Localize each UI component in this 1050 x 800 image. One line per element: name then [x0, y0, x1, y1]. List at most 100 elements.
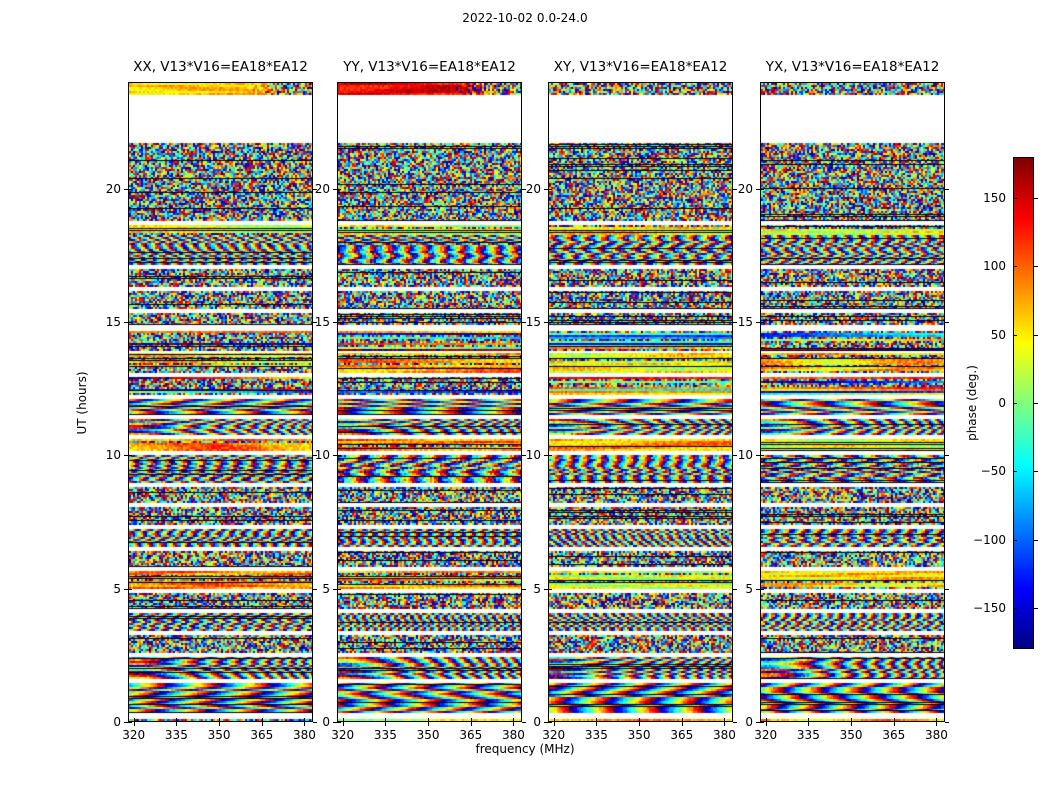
y-tick-mark-right	[733, 455, 737, 457]
y-tick-label: 20	[314, 181, 330, 196]
x-tick-mark	[936, 722, 938, 726]
y-tick-mark-inner	[548, 455, 552, 457]
panel-xy[interactable]: XY, V13*V16=EA18*EA12 0 5 10 15 20 320 335 350 3…	[526, 59, 737, 742]
y-tick-mark	[333, 455, 337, 457]
y-tick-label: 5	[322, 581, 330, 596]
panel-xx[interactable]: XX, V13*V16=EA18*EA12 0 5 10 15 20 320 335 350 3…	[106, 59, 317, 742]
x-tick-label: 380	[925, 728, 948, 742]
colorbar[interactable]: −150 −100 −50 0 50 100 150	[973, 157, 1038, 649]
x-tick-mark-inner	[385, 718, 387, 722]
y-tick-mark-inner	[128, 188, 132, 190]
y-tick-mark-right	[522, 722, 526, 723]
y-tick-label: 10	[525, 448, 541, 463]
x-tick-mark	[513, 722, 515, 726]
colorbar-tick-mark	[1034, 608, 1038, 609]
x-tick-mark-inner	[342, 718, 344, 722]
axes-xy[interactable]	[548, 82, 733, 722]
waterfall-image-xy	[549, 83, 732, 721]
y-tick-mark	[333, 588, 337, 590]
y-tick-mark-inner	[337, 722, 341, 723]
y-tick-mark-right	[313, 588, 317, 590]
y-tick-mark	[544, 722, 548, 723]
y-tick-mark-right	[313, 322, 317, 323]
y-axis-label: UT (hours)	[75, 371, 89, 435]
colorbar-tick-label: 150	[983, 191, 1006, 205]
x-tick-mark	[133, 722, 135, 726]
x-tick-label: 320	[331, 728, 355, 742]
x-tick-label: 365	[250, 728, 274, 742]
y-tick-mark	[333, 322, 337, 323]
y-tick-mark-inner	[760, 455, 764, 457]
y-tick-mark	[333, 722, 337, 723]
x-tick-label: 365	[882, 728, 906, 742]
x-tick-label: 335	[584, 728, 608, 742]
x-tick-mark-inner	[219, 718, 221, 722]
colorbar-tick-mark-inner	[1013, 608, 1017, 609]
colorbar-tick-mark-inner	[1013, 334, 1017, 336]
y-tick-mark-right	[522, 188, 526, 190]
axes-yy[interactable]	[337, 82, 522, 722]
y-tick-mark-right	[522, 322, 526, 323]
x-tick-mark-inner	[261, 718, 263, 722]
waterfall-image-yx	[761, 83, 944, 721]
x-tick-mark	[553, 722, 555, 726]
y-tick-mark	[544, 188, 548, 190]
x-tick-label: 380	[502, 728, 525, 742]
y-tick-label: 10	[737, 448, 753, 463]
y-tick-mark-inner	[128, 455, 132, 457]
panel-yx[interactable]: YX, V13*V16=EA18*EA12 0 5 10 15 20 320 335 350 3…	[738, 59, 949, 742]
y-tick-mark-right	[733, 188, 737, 190]
colorbar-label: phase (deg.)	[965, 365, 979, 441]
x-tick-mark-inner	[133, 718, 135, 722]
axes-yx[interactable]	[760, 82, 945, 722]
colorbar-tick-mark	[1034, 471, 1038, 473]
y-tick-mark	[124, 455, 128, 457]
y-tick-label: 5	[533, 581, 541, 596]
x-tick-label: 350	[839, 728, 863, 742]
y-tick-mark	[124, 588, 128, 590]
y-tick-mark	[756, 722, 760, 723]
x-tick-label: 320	[542, 728, 566, 742]
x-tick-label: 380	[293, 728, 316, 742]
x-tick-mark-inner	[724, 718, 726, 722]
x-tick-mark-inner	[553, 718, 555, 722]
y-tick-label: 0	[745, 715, 753, 729]
y-tick-label: 15	[525, 315, 541, 329]
colorbar-tick-label: −150	[973, 601, 1006, 615]
y-tick-mark-inner	[337, 455, 341, 457]
x-tick-mark	[470, 722, 472, 726]
panel-yy[interactable]: YY, V13*V16=EA18*EA12 0 5 10 15 20 320 335 350 3…	[315, 59, 526, 742]
y-tick-mark	[756, 188, 760, 190]
x-tick-mark	[639, 722, 641, 726]
y-tick-mark	[124, 722, 128, 723]
y-tick-mark-inner	[548, 188, 552, 190]
colorbar-tick-mark	[1034, 403, 1038, 404]
y-tick-mark-right	[733, 588, 737, 590]
y-tick-mark-inner	[128, 322, 132, 323]
y-tick-mark-right	[522, 455, 526, 457]
y-tick-label: 15	[737, 315, 753, 329]
x-tick-mark-inner	[470, 718, 472, 722]
waterfall-image-yy	[338, 83, 521, 721]
x-tick-mark-inner	[808, 718, 810, 722]
colorbar-tick-label: 100	[983, 259, 1006, 274]
x-tick-mark	[765, 722, 767, 726]
y-tick-mark-inner	[128, 722, 132, 723]
y-tick-mark-inner	[760, 188, 764, 190]
x-tick-mark	[342, 722, 344, 726]
colorbar-tick-mark-inner	[1013, 266, 1017, 268]
y-tick-mark-inner	[548, 588, 552, 590]
panel-title-xy: XY, V13*V16=EA18*EA12	[553, 59, 728, 75]
y-tick-mark	[333, 188, 337, 190]
x-tick-label: 335	[164, 728, 188, 742]
x-axis-label: frequency (MHz)	[475, 742, 575, 756]
x-tick-mark-inner	[428, 718, 430, 722]
y-tick-label: 0	[113, 715, 121, 729]
x-tick-label: 365	[459, 728, 483, 742]
y-tick-mark-right	[945, 188, 949, 190]
y-tick-mark-inner	[760, 588, 764, 590]
axes-xx[interactable]	[128, 82, 313, 722]
x-tick-mark	[261, 722, 263, 726]
y-tick-mark-inner	[337, 188, 341, 190]
x-tick-mark-inner	[596, 718, 598, 722]
